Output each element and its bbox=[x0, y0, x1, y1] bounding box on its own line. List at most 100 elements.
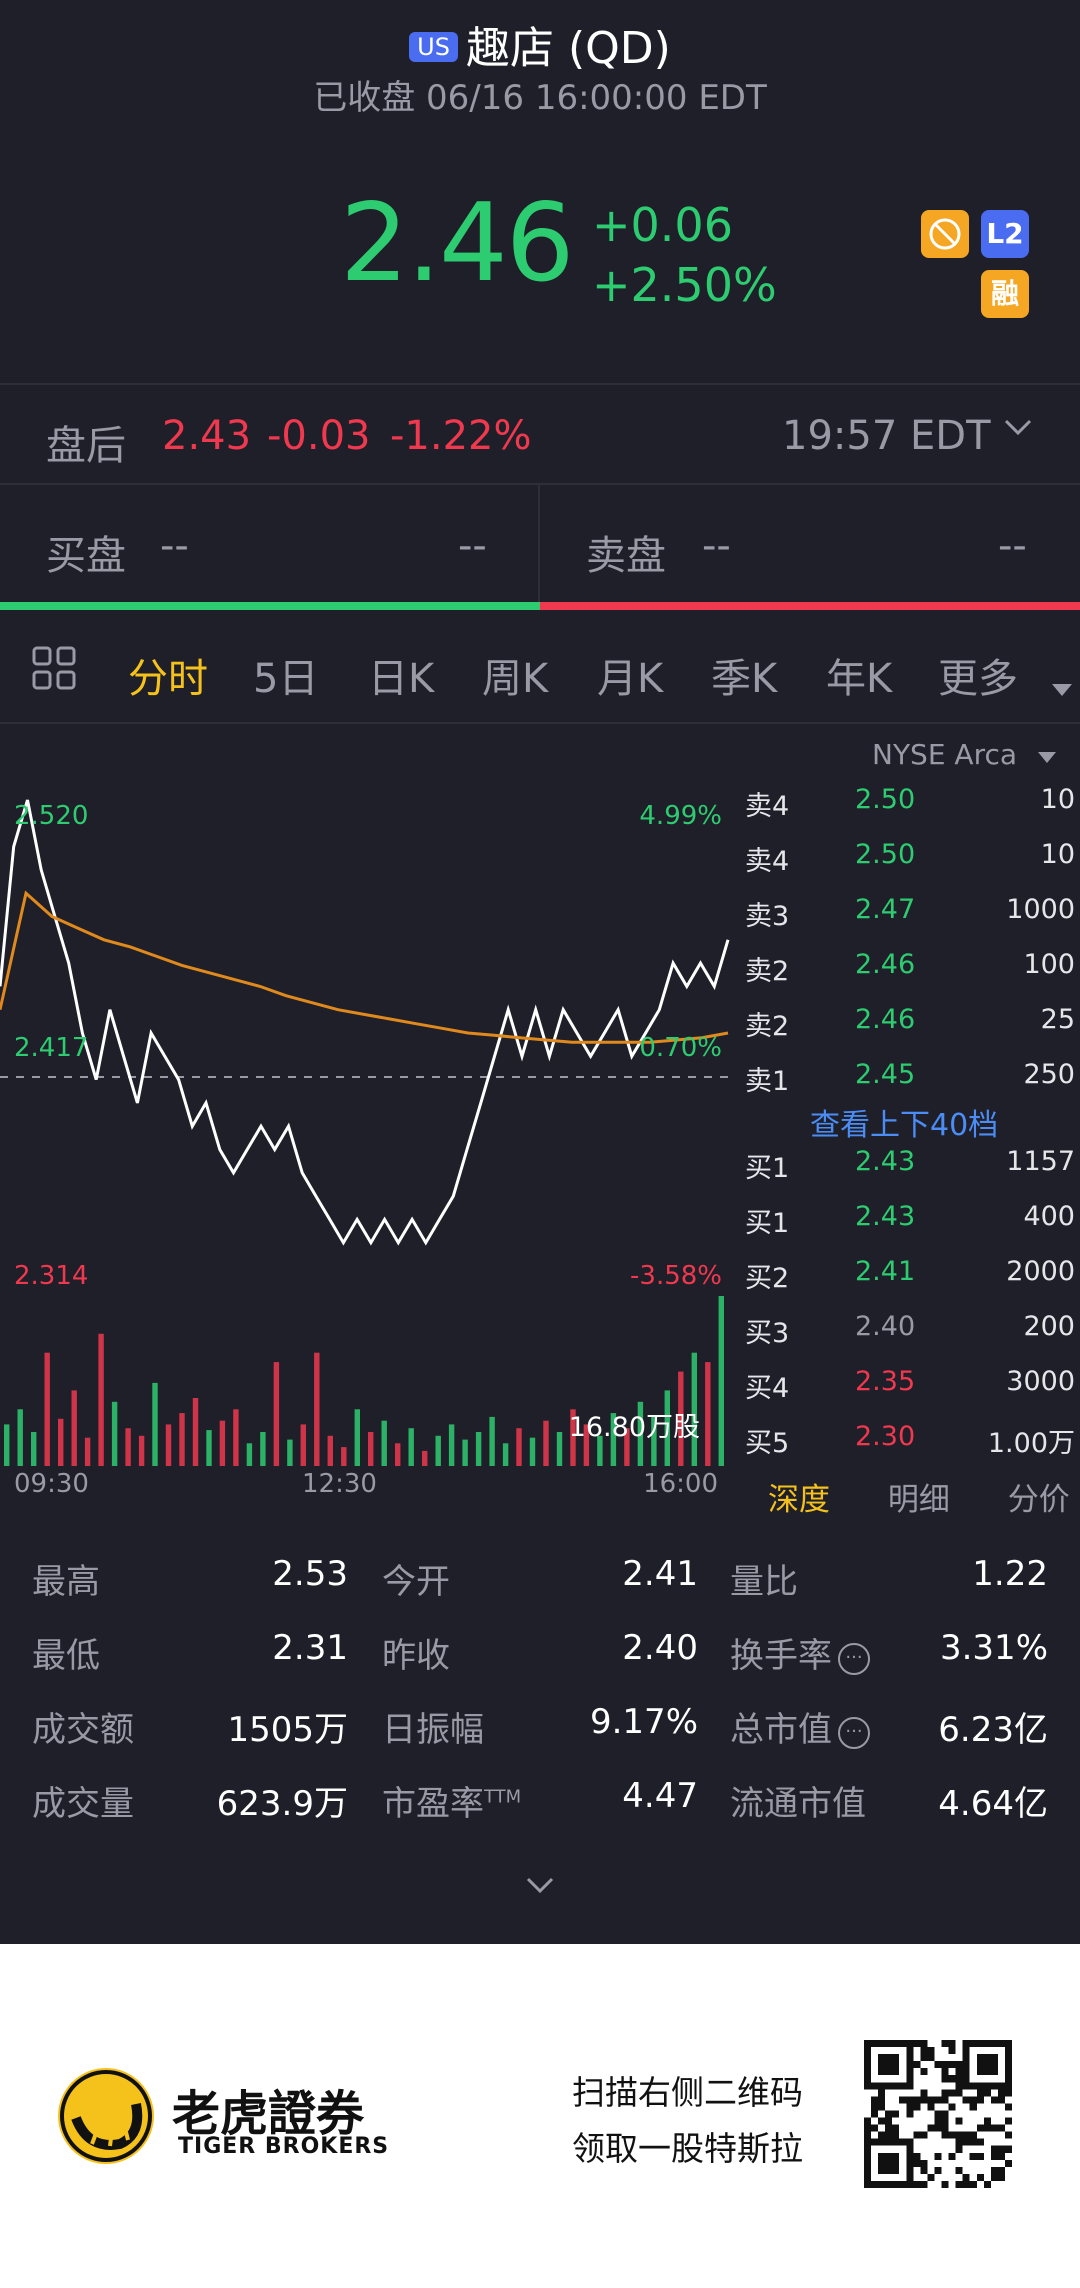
tab-intraday[interactable]: 分时 bbox=[128, 656, 208, 702]
volume-bar bbox=[570, 1409, 576, 1466]
stat-open-label: 今开 bbox=[382, 1562, 450, 1602]
promo-footer: 老虎證券 TIGER BROKERS 扫描右侧二维码 领取一股特斯拉 bbox=[0, 1944, 1080, 2288]
x-label-close: 16:00 bbox=[643, 1469, 718, 1499]
pct-low-label: -3.58% bbox=[630, 1261, 722, 1291]
tab-5day[interactable]: 5日 bbox=[253, 656, 319, 702]
ask-size: 10 bbox=[1040, 839, 1075, 870]
after-hours-row[interactable]: 盘后 2.43 -0.03 -1.22% 19:57 EDT bbox=[0, 385, 1080, 483]
volume-bar bbox=[368, 1432, 374, 1466]
volume-bar bbox=[341, 1447, 347, 1466]
volume-bar bbox=[327, 1435, 333, 1466]
ask-price: 2.50 bbox=[855, 784, 916, 815]
tab-depth[interactable]: 深度 bbox=[768, 1482, 830, 1518]
qr-code[interactable] bbox=[864, 2040, 1012, 2188]
expand-chevron-icon[interactable] bbox=[520, 1870, 560, 1905]
bid-row[interactable]: 买3 2.40 200 bbox=[745, 1311, 1075, 1351]
volume-bar bbox=[111, 1401, 118, 1466]
volume-bar bbox=[475, 1432, 482, 1466]
stat-low-label: 最低 bbox=[32, 1636, 100, 1676]
no-short-icon[interactable] bbox=[921, 210, 969, 258]
ask-level: 卖3 bbox=[745, 901, 790, 932]
y-mid-label: 2.417 bbox=[14, 1033, 88, 1063]
stat-turnover-rate-label[interactable]: 换手率 ··· bbox=[730, 1628, 870, 1677]
volume-bar bbox=[314, 1352, 320, 1466]
stat-high: 2.53 bbox=[272, 1554, 348, 1594]
bid-ask-panel: 买盘 -- -- 卖盘 -- -- bbox=[0, 485, 1080, 603]
ask-row[interactable]: 卖1 2.45 250 bbox=[745, 1059, 1075, 1099]
stat-market-cap-label[interactable]: 总市值 ··· bbox=[730, 1702, 870, 1751]
ask-row[interactable]: 卖2 2.46 25 bbox=[745, 1004, 1075, 1044]
chart-period-tabs: 分时 5日 日K 周K 月K 季K 年K 更多 bbox=[0, 612, 1080, 722]
volume-bar bbox=[678, 1371, 684, 1466]
exchange-name: NYSE Arca bbox=[872, 738, 1018, 771]
volume-bar bbox=[165, 1424, 172, 1466]
divider bbox=[0, 383, 1080, 385]
level2-badge[interactable]: L2 bbox=[981, 210, 1029, 258]
price-line bbox=[0, 799, 730, 1246]
promo-line-1: 扫描右侧二维码 bbox=[572, 2073, 803, 2112]
intraday-chart[interactable]: 2.520 2.417 2.314 4.99% 0.70% -3.58% 16.… bbox=[0, 740, 730, 1500]
volume-bar bbox=[556, 1432, 563, 1466]
bid-row[interactable]: 买4 2.35 3000 bbox=[745, 1366, 1075, 1406]
quote-header: US 趣店 (QD) 已收盘 06/16 16:00:00 EDT 2.46 +0… bbox=[0, 0, 1080, 385]
volume-bar bbox=[624, 1428, 630, 1466]
volume-bar bbox=[462, 1439, 468, 1466]
bid-row[interactable]: 买1 2.43 400 bbox=[745, 1201, 1075, 1241]
caret-down-icon[interactable] bbox=[1052, 662, 1072, 708]
volume-bar bbox=[4, 1424, 10, 1466]
stat-pe: 4.47 bbox=[622, 1776, 698, 1816]
bid-size: 400 bbox=[1023, 1201, 1075, 1232]
volume-bar bbox=[543, 1420, 549, 1466]
ask-row[interactable]: 卖2 2.46 100 bbox=[745, 949, 1075, 989]
bid-size: -- bbox=[458, 523, 487, 569]
tab-quarterly-k[interactable]: 季K bbox=[711, 656, 778, 702]
stat-low: 2.31 bbox=[272, 1628, 348, 1668]
chevron-down-icon[interactable] bbox=[1000, 409, 1036, 453]
ask-row[interactable]: 卖3 2.47 1000 bbox=[745, 894, 1075, 934]
ask-price: 2.50 bbox=[855, 839, 916, 870]
volume-bar bbox=[300, 1424, 306, 1466]
x-label-midday: 12:30 bbox=[302, 1469, 377, 1499]
tab-yearly-k[interactable]: 年K bbox=[826, 656, 893, 702]
bid-price: 2.35 bbox=[855, 1366, 916, 1397]
stat-market-cap: 6.23亿 bbox=[938, 1710, 1048, 1750]
tab-monthly-k[interactable]: 月K bbox=[597, 656, 664, 702]
stock-title: US 趣店 (QD) bbox=[0, 12, 1080, 76]
tab-weekly-k[interactable]: 周K bbox=[482, 656, 549, 702]
bid-size: 3000 bbox=[1006, 1366, 1075, 1397]
tab-more[interactable]: 更多 bbox=[938, 656, 1018, 702]
bid-price: 2.43 bbox=[855, 1146, 916, 1177]
bid-size: 1.00万 bbox=[987, 1428, 1075, 1459]
tab-price-distribution[interactable]: 分价 bbox=[1007, 1482, 1070, 1518]
grid-icon[interactable] bbox=[32, 646, 78, 702]
bid-strength-bar bbox=[0, 602, 540, 610]
tab-daily-k[interactable]: 日K bbox=[368, 656, 435, 702]
volume-bar bbox=[192, 1398, 199, 1466]
volume-bar bbox=[246, 1443, 253, 1466]
volume-bar bbox=[125, 1428, 131, 1466]
bid-level: 买5 bbox=[745, 1428, 790, 1459]
stock-name: 趣店 (QD) bbox=[465, 23, 671, 74]
bid-row[interactable]: 买5 2.30 1.00万 bbox=[745, 1421, 1075, 1461]
exchange-selector[interactable]: NYSE Arca bbox=[872, 738, 1056, 771]
ask-row[interactable]: 卖4 2.50 10 bbox=[745, 839, 1075, 879]
tab-ticks[interactable]: 明细 bbox=[887, 1482, 950, 1518]
ask-row[interactable]: 卖4 2.50 10 bbox=[745, 784, 1075, 824]
stat-turnover-rate: 3.31% bbox=[939, 1628, 1048, 1668]
stat-high-label: 最高 bbox=[32, 1562, 100, 1602]
brand-name-cn: 老虎證券 bbox=[172, 2086, 365, 2142]
view-40-levels-link[interactable]: 查看上下40档 bbox=[810, 1108, 999, 1143]
ask-size: 10 bbox=[1040, 784, 1075, 815]
info-icon[interactable]: ··· bbox=[838, 1643, 870, 1675]
volume-bar bbox=[219, 1420, 226, 1466]
ask-price: 2.46 bbox=[855, 949, 916, 980]
stat-float-cap-label: 流通市值 bbox=[730, 1784, 866, 1824]
market-status: 已收盘 06/16 16:00:00 EDT bbox=[313, 78, 767, 118]
stat-amplitude-label: 日振幅 bbox=[382, 1710, 484, 1750]
info-icon[interactable]: ··· bbox=[838, 1717, 870, 1749]
margin-badge[interactable]: 融 bbox=[981, 270, 1029, 318]
volume-bar bbox=[152, 1382, 158, 1466]
bid-row[interactable]: 买2 2.41 2000 bbox=[745, 1256, 1075, 1296]
bid-label: 买盘 bbox=[46, 533, 126, 579]
bid-row[interactable]: 买1 2.43 1157 bbox=[745, 1146, 1075, 1186]
